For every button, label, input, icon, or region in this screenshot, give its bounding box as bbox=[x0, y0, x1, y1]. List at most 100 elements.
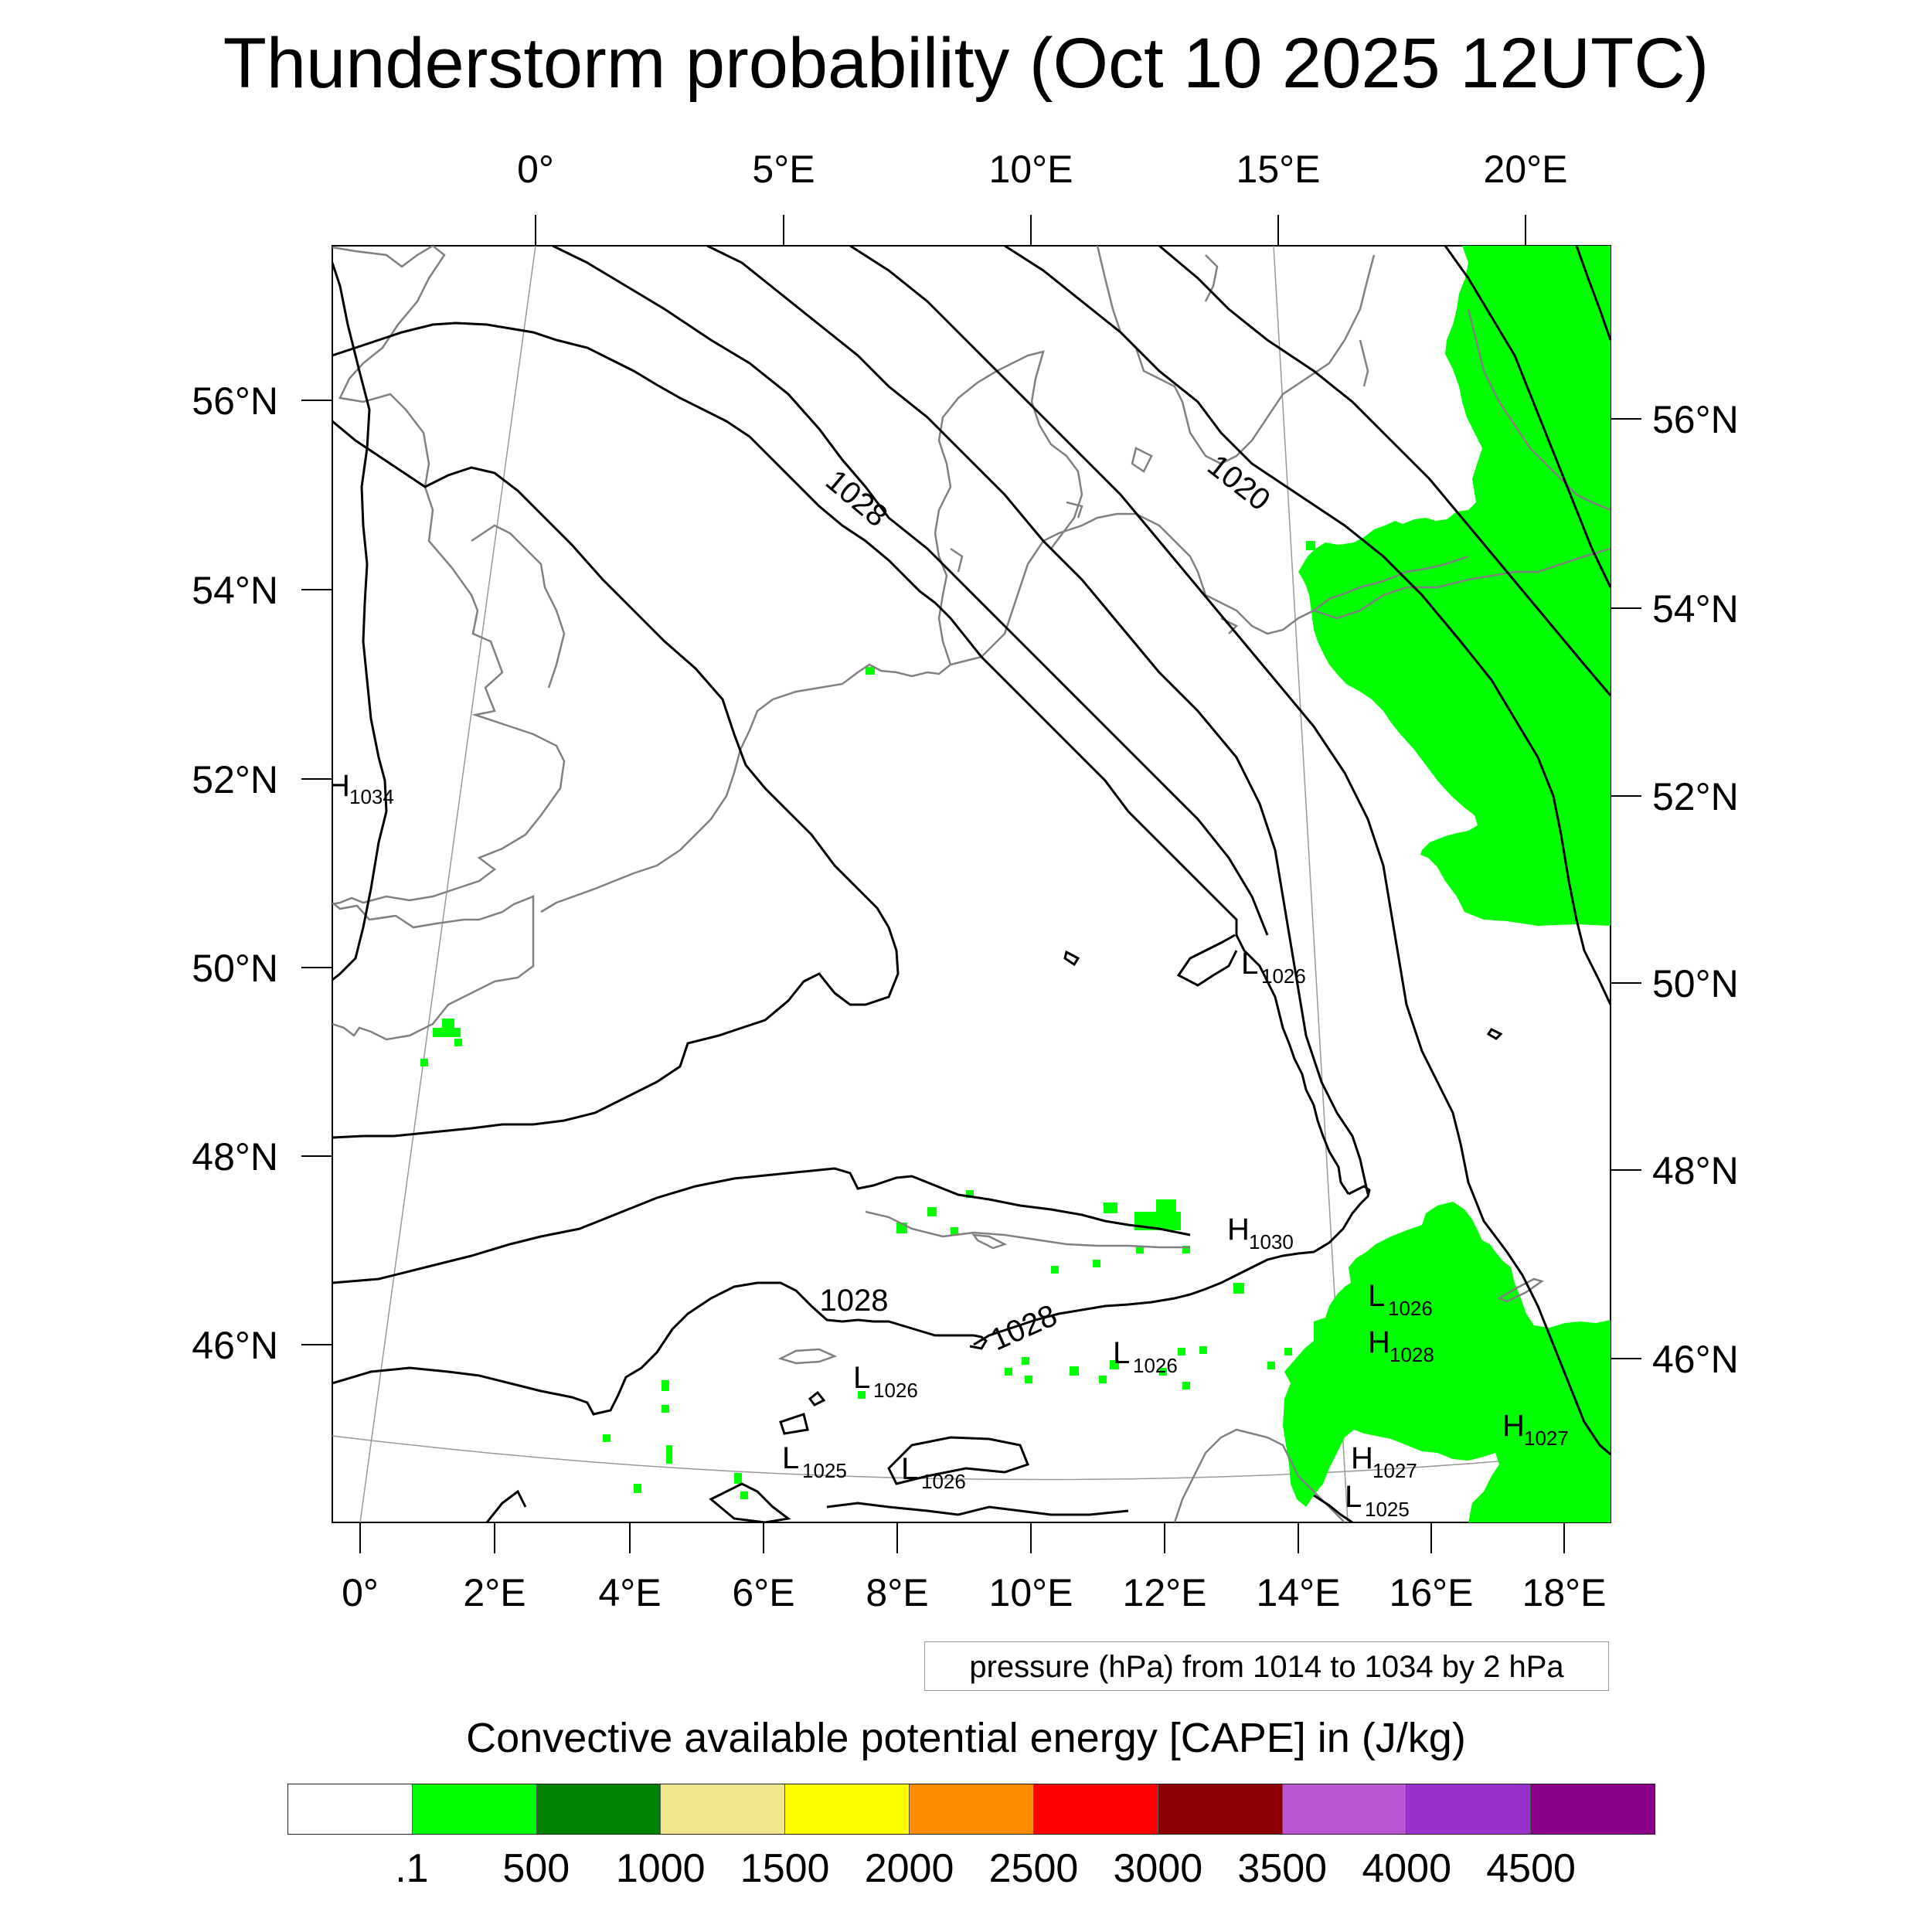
pressure-center-letter: L bbox=[901, 1452, 918, 1486]
colorbar-tick-label: 4500 bbox=[1486, 1846, 1576, 1891]
bottom-lon-label: 6°E bbox=[732, 1571, 794, 1614]
colorbar-swatch bbox=[910, 1784, 1034, 1834]
isobar-label-1028-b: 1028 bbox=[820, 1284, 889, 1318]
coast-scotland bbox=[332, 246, 566, 906]
pressure-center-l1026-e: L 1026 bbox=[901, 1452, 966, 1493]
colorbar-tick-label: 3500 bbox=[1237, 1846, 1328, 1891]
pressure-center-letter: H bbox=[1502, 1409, 1525, 1443]
coast-uk-south bbox=[332, 895, 535, 1041]
cape-scattered-cells bbox=[420, 541, 1315, 1499]
right-lat-label: 46°N bbox=[1652, 1338, 1739, 1381]
chart-title: Thunderstorm probability (Oct 10 2025 12… bbox=[223, 24, 1709, 103]
colorbar bbox=[287, 1784, 1655, 1835]
pressure-center-letter: L bbox=[782, 1441, 799, 1475]
small-contours bbox=[485, 950, 1503, 1522]
bottom-lon-label: 2°E bbox=[463, 1571, 526, 1614]
pressure-center-value: 1026 bbox=[1388, 1297, 1433, 1320]
pressure-center-h1034: H 1034 bbox=[328, 769, 394, 808]
colorbar-tick-label: 4000 bbox=[1362, 1846, 1452, 1891]
border-alps bbox=[865, 1210, 1190, 1249]
pressure-center-letter: H bbox=[1351, 1441, 1373, 1475]
bottom-lon-label: 16°E bbox=[1389, 1571, 1474, 1614]
pressure-center-value: 1027 bbox=[1372, 1459, 1417, 1482]
colorbar-tick-label: 2000 bbox=[864, 1846, 954, 1891]
colorbar-swatch bbox=[536, 1784, 662, 1834]
pressure-centers: H 1034 L 1026 H 1030 L 1026 H 1028 L 1026 L 102… bbox=[328, 769, 1569, 1521]
coast-uk-east bbox=[471, 524, 566, 689]
colorbar-tick-label: 500 bbox=[502, 1846, 570, 1891]
bottom-lon-label: 0° bbox=[342, 1571, 379, 1614]
top-lon-label: 15°E bbox=[1236, 148, 1321, 191]
pressure-center-letter: L bbox=[1345, 1480, 1362, 1514]
pressure-center-l1026-c: L 1026 bbox=[1113, 1336, 1178, 1377]
bottom-lon-label: 8°E bbox=[866, 1571, 928, 1614]
right-lat-label: 54°N bbox=[1652, 587, 1739, 631]
pressure-center-value: 1030 bbox=[1249, 1230, 1294, 1253]
right-lat-label: 52°N bbox=[1652, 775, 1739, 818]
bottom-lon-label: 18°E bbox=[1522, 1571, 1607, 1614]
top-lon-label: 20°E bbox=[1484, 148, 1568, 191]
pressure-center-value: 1025 bbox=[802, 1459, 847, 1482]
left-lat-label: 54°N bbox=[192, 569, 278, 612]
left-lat-label: 46°N bbox=[192, 1324, 278, 1367]
pressure-center-l1026-d: L 1026 bbox=[853, 1361, 918, 1402]
pressure-center-value: 1026 bbox=[1133, 1354, 1178, 1377]
pressure-center-letter: H bbox=[328, 769, 350, 803]
pressure-center-l1025-b: L 1025 bbox=[1345, 1480, 1410, 1521]
left-lat-label: 52°N bbox=[192, 758, 278, 801]
pressure-center-h1030: H 1030 bbox=[1227, 1213, 1294, 1253]
pressure-center-letter: L bbox=[1113, 1336, 1130, 1370]
colorbar-labels: .1 500 1000 1500 2000 2500 3000 3500 4000 4500 bbox=[287, 1845, 1655, 1895]
colorbar-tick-label: 1500 bbox=[740, 1846, 830, 1891]
colorbar-tick-label: 3000 bbox=[1113, 1846, 1203, 1891]
isobars bbox=[332, 246, 1611, 1522]
pressure-center-letter: L bbox=[853, 1361, 870, 1395]
colorbar-swatch bbox=[412, 1784, 537, 1834]
pressure-center-letter: L bbox=[1368, 1279, 1385, 1313]
bottom-lon-label: 10°E bbox=[989, 1571, 1073, 1614]
colorbar-title: Convective available potential energy [C… bbox=[466, 1715, 1466, 1761]
pressure-center-value: 1026 bbox=[873, 1379, 918, 1402]
coastlines bbox=[332, 246, 1611, 1522]
cape-region-balkans bbox=[1283, 1202, 1611, 1522]
colorbar-swatch bbox=[1282, 1784, 1407, 1834]
right-lat-label: 48°N bbox=[1652, 1149, 1739, 1192]
colorbar-swatch bbox=[785, 1784, 910, 1834]
pressure-center-letter: H bbox=[1227, 1213, 1250, 1247]
pressure-center-value: 1027 bbox=[1524, 1427, 1569, 1450]
right-lat-label: 50°N bbox=[1652, 962, 1739, 1005]
colorbar-swatch bbox=[1531, 1784, 1655, 1834]
contour-info-label: pressure (hPa) from 1014 to 1034 by 2 hP… bbox=[924, 1641, 1609, 1691]
lake-constance bbox=[971, 1233, 1008, 1250]
right-lat-label: 56°N bbox=[1652, 398, 1739, 441]
top-lon-label: 5°E bbox=[752, 148, 815, 191]
pressure-center-letter: L bbox=[1241, 947, 1258, 981]
pressure-center-h1027-a: H 1027 bbox=[1502, 1409, 1569, 1450]
pressure-center-value: 1034 bbox=[349, 785, 394, 808]
tick-marks bbox=[301, 215, 1641, 1553]
pressure-center-l1026-a: L 1026 bbox=[1241, 947, 1306, 988]
colorbar-swatch bbox=[1033, 1784, 1158, 1834]
left-lat-label: 50°N bbox=[192, 947, 278, 990]
cape-region-poland bbox=[1298, 246, 1611, 926]
colorbar-tick-label: 1000 bbox=[615, 1846, 706, 1891]
lake-geneva bbox=[777, 1348, 838, 1365]
lake-balaton bbox=[1497, 1277, 1544, 1303]
pressure-center-value: 1028 bbox=[1389, 1343, 1434, 1366]
pressure-center-value: 1026 bbox=[1261, 964, 1306, 988]
left-lat-label: 48°N bbox=[192, 1135, 278, 1179]
colorbar-tick-label: 2500 bbox=[988, 1846, 1079, 1891]
coast-adriatic bbox=[1173, 1428, 1345, 1522]
pressure-center-h1027-b: H 1027 bbox=[1351, 1441, 1417, 1482]
coast-france-benelux bbox=[540, 512, 1469, 913]
colorbar-swatch bbox=[661, 1784, 786, 1834]
bottom-lon-label: 12°E bbox=[1123, 1571, 1207, 1614]
left-lat-label: 56°N bbox=[192, 379, 278, 423]
coast-baltic bbox=[1467, 308, 1611, 512]
colorbar-swatch bbox=[288, 1784, 413, 1834]
tick-labels: 0° 5°E 10°E 15°E 20°E 0° 2°E 4°E 6°E 8°E… bbox=[192, 148, 1738, 1614]
top-lon-label: 10°E bbox=[989, 148, 1073, 191]
colorbar-swatch bbox=[1158, 1784, 1283, 1834]
colorbar-tick-label: .1 bbox=[395, 1846, 429, 1891]
